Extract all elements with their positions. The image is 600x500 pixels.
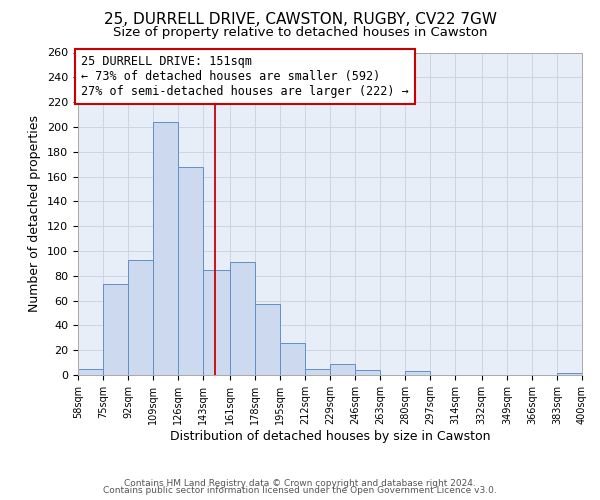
Text: 25, DURRELL DRIVE, CAWSTON, RUGBY, CV22 7GW: 25, DURRELL DRIVE, CAWSTON, RUGBY, CV22 … [104, 12, 497, 28]
Bar [557, 372, 582, 375]
Bar [230, 262, 255, 375]
Bar [203, 270, 230, 375]
Bar [103, 284, 128, 375]
Bar [330, 364, 355, 375]
Bar [178, 166, 203, 375]
Text: Size of property relative to detached houses in Cawston: Size of property relative to detached ho… [113, 26, 487, 39]
Bar [128, 260, 153, 375]
Bar [405, 372, 430, 375]
Bar [255, 304, 280, 375]
Text: Contains HM Land Registry data © Crown copyright and database right 2024.: Contains HM Land Registry data © Crown c… [124, 478, 476, 488]
Bar [153, 122, 178, 375]
Text: Contains public sector information licensed under the Open Government Licence v3: Contains public sector information licen… [103, 486, 497, 495]
Bar [280, 343, 305, 375]
Bar [355, 370, 380, 375]
Bar [305, 369, 330, 375]
X-axis label: Distribution of detached houses by size in Cawston: Distribution of detached houses by size … [170, 430, 490, 442]
Text: 25 DURRELL DRIVE: 151sqm
← 73% of detached houses are smaller (592)
27% of semi-: 25 DURRELL DRIVE: 151sqm ← 73% of detach… [81, 55, 409, 98]
Bar [78, 369, 103, 375]
Y-axis label: Number of detached properties: Number of detached properties [28, 116, 41, 312]
